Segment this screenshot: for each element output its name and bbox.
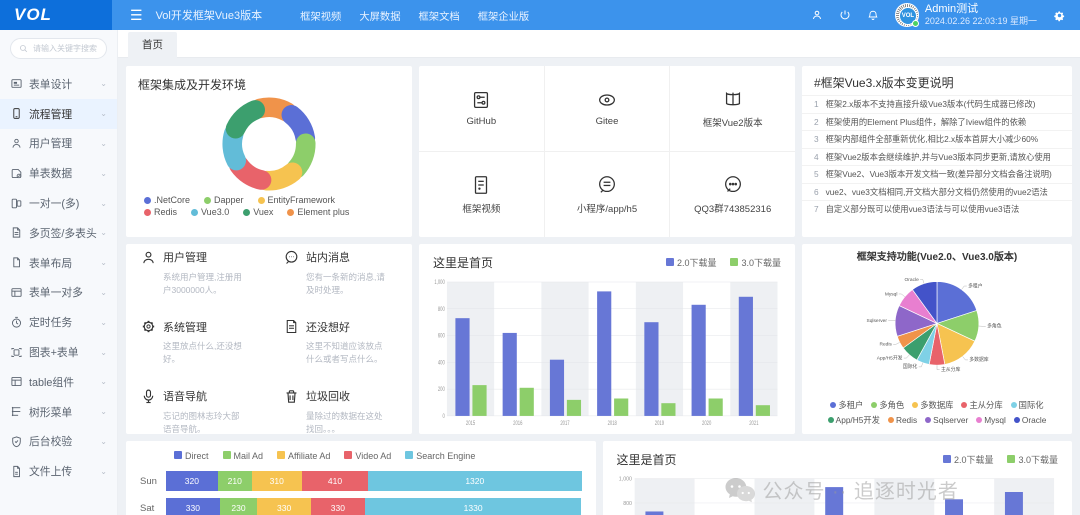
svg-text:200: 200: [438, 387, 445, 394]
svg-text:2019: 2019: [655, 420, 664, 427]
svg-text:Sqlserver: Sqlserver: [867, 318, 888, 324]
svg-text:2017: 2017: [560, 420, 569, 427]
svg-text:800: 800: [438, 306, 445, 313]
svg-text:Oracle: Oracle: [905, 277, 920, 283]
svg-text:国际化: 国际化: [903, 363, 918, 370]
svg-text:Redis: Redis: [879, 342, 892, 348]
svg-text:多角色: 多角色: [987, 323, 1002, 330]
svg-text:600: 600: [438, 333, 445, 340]
svg-text:App/H5开发: App/H5开发: [877, 354, 903, 361]
svg-text:1,000: 1,000: [618, 476, 631, 482]
svg-text:1,000: 1,000: [434, 279, 445, 286]
svg-text:多租户: 多租户: [968, 282, 983, 289]
svg-text:2018: 2018: [608, 420, 617, 427]
svg-text:800: 800: [623, 501, 632, 507]
svg-text:0: 0: [443, 413, 445, 420]
svg-text:主从分库: 主从分库: [941, 366, 960, 373]
svg-text:2021: 2021: [749, 420, 758, 427]
svg-text:Mysql: Mysql: [885, 291, 898, 297]
svg-text:400: 400: [438, 360, 445, 367]
svg-text:多数据库: 多数据库: [969, 356, 988, 363]
svg-text:2016: 2016: [513, 420, 522, 427]
svg-text:2015: 2015: [466, 420, 475, 427]
svg-text:2020: 2020: [702, 420, 711, 427]
